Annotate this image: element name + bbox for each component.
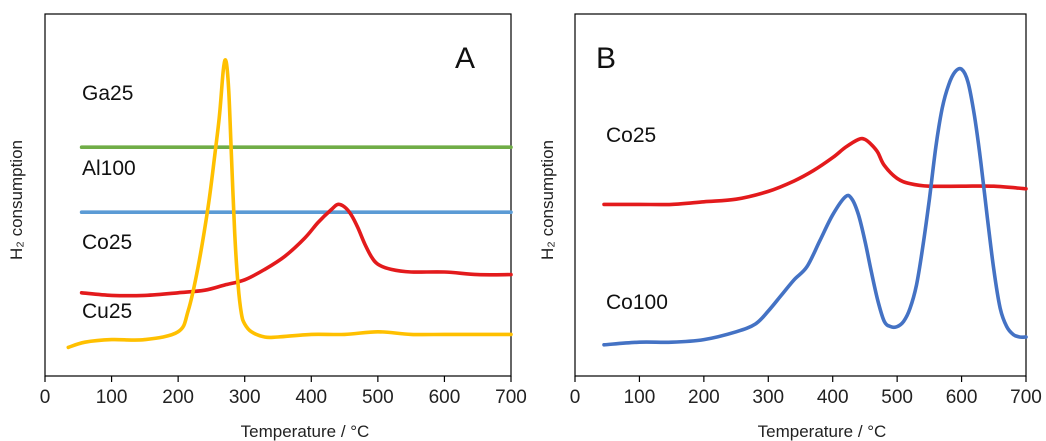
x-tick-label-200: 200: [162, 387, 194, 408]
series-label-co25-b: Co25: [606, 124, 656, 147]
series-labels-b: Co25 Co100: [606, 124, 668, 314]
x-tick-label-500: 500: [362, 387, 394, 408]
x-tick-label-0: 0: [40, 387, 51, 408]
x-ticks-b: 0 100 200 300 400 500 600 700: [570, 376, 1042, 408]
x-tick-label-700: 700: [1010, 387, 1042, 408]
y-axis-label-a: H₂ consumption: [7, 140, 26, 260]
x-tick-label-600: 600: [429, 387, 461, 408]
series-line-co25-panel-a: [79, 202, 513, 298]
x-tick-label-100: 100: [96, 387, 128, 408]
x-tick-label-400: 400: [295, 387, 327, 408]
series-labels-a: Ga25 Al100 Co25 Cu25: [82, 82, 136, 323]
series-line-cu25-panel-a: [66, 58, 513, 350]
panel-label-b: B: [596, 42, 616, 75]
series-label-co25-a: Co25: [82, 231, 132, 254]
x-tick-label-300: 300: [752, 387, 784, 408]
series-label-cu25: Cu25: [82, 300, 132, 323]
curves-a: [66, 58, 513, 350]
panel-a: A H₂ consumption Temperature / °C 0 100 20…: [7, 13, 527, 441]
x-tick-label-400: 400: [817, 387, 849, 408]
x-tick-label-300: 300: [229, 387, 261, 408]
series-label-ga25: Ga25: [82, 82, 133, 105]
series-line-co100-panel-b: [602, 66, 1028, 347]
series-line-co25-panel-b: [602, 136, 1028, 207]
x-axis-label-b: Temperature / °C: [758, 422, 887, 441]
x-tick-label-100: 100: [624, 387, 656, 408]
x-tick-label-200: 200: [688, 387, 720, 408]
x-tick-label-500: 500: [881, 387, 913, 408]
plot-frame-b: [574, 13, 1027, 377]
x-tick-label-700: 700: [495, 387, 527, 408]
x-tick-label-0: 0: [570, 387, 581, 408]
x-axis-label-a: Temperature / °C: [241, 422, 370, 441]
y-axis-label-b: H₂ consumption: [538, 140, 557, 260]
x-ticks-a: 0 100 200 300 400 500 600 700: [40, 376, 527, 408]
series-label-al100: Al100: [82, 157, 136, 180]
panel-label-a: A: [455, 42, 475, 75]
plot-frame-a: [44, 13, 512, 377]
curves-b: [602, 66, 1028, 347]
x-tick-label-600: 600: [946, 387, 978, 408]
panel-b: B H₂ consumption Temperature / °C 0 100 20…: [538, 13, 1042, 441]
series-label-co100: Co100: [606, 291, 668, 314]
